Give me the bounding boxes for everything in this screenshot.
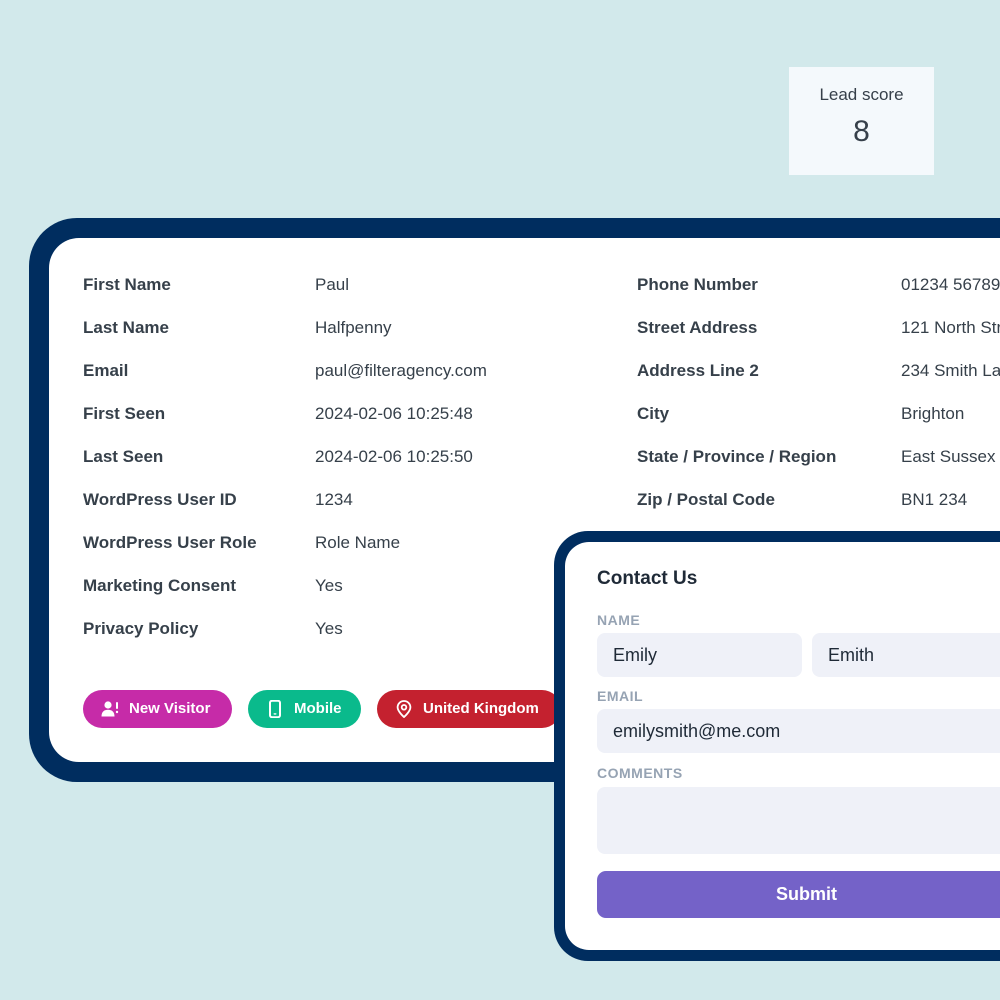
field-label: WordPress User ID: [83, 490, 237, 509]
field-label: WordPress User Role: [83, 533, 257, 552]
field-label: Privacy Policy: [83, 619, 199, 638]
field-label: Email: [83, 361, 129, 380]
field-value: paul@filteragency.com: [315, 361, 487, 380]
contact-form: Contact Us NAME Emily Emith EMAIL emilys…: [565, 542, 1000, 950]
field-label: Address Line 2: [637, 361, 759, 380]
field-value: Yes: [315, 619, 343, 638]
email-field[interactable]: emilysmith@me.com: [597, 709, 1000, 753]
first-name-field[interactable]: Emily: [597, 633, 802, 677]
lead-score-label: Lead score: [819, 85, 904, 104]
lead-score-value: 8: [853, 115, 870, 148]
field-value: Halfpenny: [315, 318, 392, 337]
field-value: 01234 56789: [901, 275, 1000, 294]
field-value: 121 North Str: [901, 318, 1000, 337]
tag-united-kingdom[interactable]: United Kingdom: [377, 690, 561, 728]
submit-button[interactable]: Submit: [597, 871, 1000, 918]
field-value: Role Name: [315, 533, 401, 552]
location-pin-icon: [396, 700, 412, 718]
email-label: EMAIL: [597, 688, 644, 704]
tag-mobile[interactable]: Mobile: [248, 690, 361, 728]
name-label: NAME: [597, 612, 641, 628]
comments-label: COMMENTS: [597, 765, 683, 781]
field-label: State / Province / Region: [637, 447, 837, 466]
field-label: Phone Number: [637, 275, 758, 294]
field-label: First Seen: [83, 404, 166, 423]
tag-label: Mobile: [294, 700, 342, 717]
field-value: 234 Smith La: [901, 361, 1000, 380]
field-label: First Name: [83, 275, 171, 294]
submit-button-label: Submit: [776, 884, 837, 904]
comments-field[interactable]: [597, 787, 1000, 854]
tag-new-visitor[interactable]: New Visitor: [83, 690, 232, 728]
field-label: Marketing Consent: [83, 576, 237, 595]
field-label: Zip / Postal Code: [637, 490, 775, 509]
tag-label: United Kingdom: [423, 700, 539, 717]
new-visitor-icon: [101, 701, 119, 717]
form-title: Contact Us: [597, 568, 698, 589]
field-value: Paul: [315, 275, 350, 294]
field-value: 1234: [315, 490, 353, 509]
mobile-icon: [269, 700, 281, 718]
tag-label: New Visitor: [129, 700, 211, 717]
field-label: Last Name: [83, 318, 169, 337]
field-value: 2024-02-06 10:25:50: [315, 447, 473, 466]
field-value: 2024-02-06 10:25:48: [315, 404, 473, 423]
lead-score-card: Lead score 8: [789, 67, 934, 175]
field-label: Last Seen: [83, 447, 164, 466]
last-name-field[interactable]: Emith: [812, 633, 1000, 677]
field-value: BN1 234: [901, 490, 968, 509]
field-label: Street Address: [637, 318, 758, 337]
field-value: Brighton: [901, 404, 965, 423]
field-label: City: [637, 404, 670, 423]
field-value: East Sussex: [901, 447, 996, 466]
field-value: Yes: [315, 576, 343, 595]
